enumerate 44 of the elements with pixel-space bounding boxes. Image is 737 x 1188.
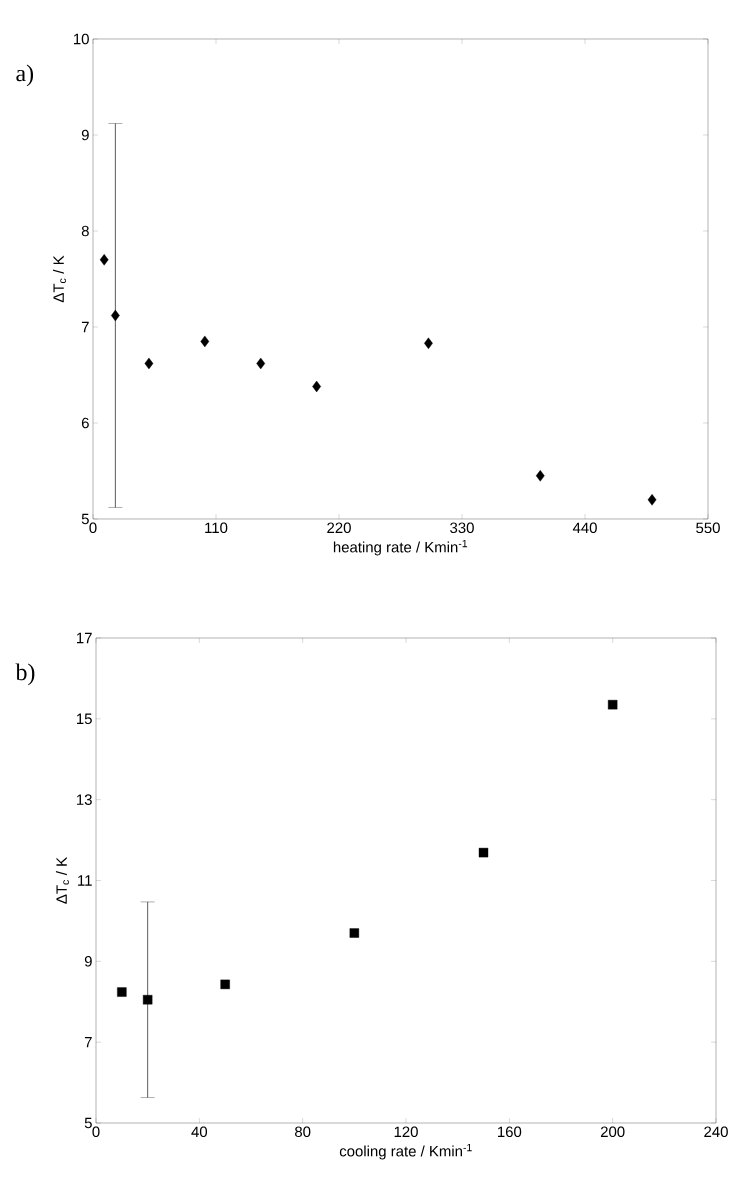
x-axis-title: cooling rate / Kmin$^{-1}$: [339, 1143, 472, 1160]
y-tick-label: 5: [81, 513, 89, 525]
y-tick-label: 13: [77, 794, 92, 805]
x-tick-label: 120: [394, 1126, 418, 1138]
point: [647, 494, 657, 506]
x-tick-label: 80: [295, 1126, 311, 1138]
y-tick-label: 10: [74, 33, 89, 45]
point: [220, 979, 230, 990]
point: [535, 470, 545, 482]
y-tick-label: 7: [84, 1037, 92, 1048]
point: [117, 987, 127, 997]
point: [256, 357, 266, 370]
x-tick-label: 220: [327, 522, 351, 534]
point: [200, 335, 210, 348]
y-tick-label: 9: [84, 956, 92, 967]
x-tick-label: 110: [205, 522, 228, 534]
point: [478, 847, 489, 858]
point: [142, 995, 153, 1005]
x-tick-label: 0: [92, 1126, 100, 1138]
y-tick-label: 17: [77, 632, 92, 644]
point: [607, 699, 618, 710]
y-axis-title: ΔT$_{c}$ / K: [55, 857, 70, 904]
y-tick-label: 15: [77, 713, 92, 725]
y-tick-label: 6: [81, 417, 89, 429]
y-tick-label: 5: [84, 1117, 92, 1129]
y-tick-label: 9: [81, 129, 89, 141]
x-tick-label: 240: [704, 1126, 728, 1138]
text: b): [15, 663, 35, 686]
y-tick-label: 8: [81, 225, 89, 237]
point: [349, 928, 360, 938]
x-tick-label: 440: [572, 522, 597, 534]
x-tick-label: 330: [450, 522, 474, 534]
text: a): [16, 64, 34, 87]
y-tick-label: 7: [81, 321, 89, 333]
x-tick-label: 160: [498, 1126, 522, 1138]
x-tick-label: 40: [191, 1126, 208, 1138]
x-tick-label: 550: [696, 522, 720, 534]
x-tick-label: 0: [89, 522, 97, 534]
point: [144, 357, 154, 370]
x-axis-title: heating rate / Kmin$^{-1}$: [333, 539, 468, 556]
x-tick-label: 200: [600, 1126, 625, 1138]
y-tick-label: 11: [78, 875, 92, 886]
y-axis-title: ΔT$_{c}$ / K: [52, 255, 67, 303]
point: [99, 254, 109, 266]
